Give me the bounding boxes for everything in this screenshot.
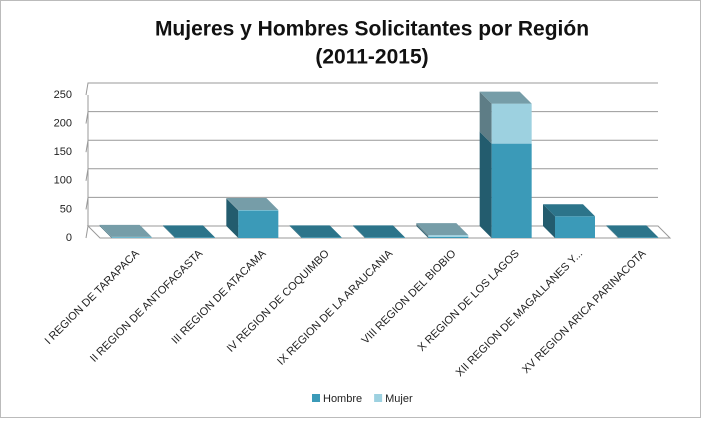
bar-side [226,197,239,211]
bar-side [163,225,175,238]
bar [301,237,342,238]
bar-side [479,91,492,144]
bar-top [479,91,532,104]
bar-top [289,225,342,238]
bar [428,235,469,237]
y-tick-label: 0 [66,232,72,244]
bar [238,209,279,211]
y-tick-label: 200 [54,118,72,130]
y-tick-label: 250 [54,89,72,101]
chart-title: Mujeres y Hombres Solicitantes por Regió… [155,18,589,41]
bar [365,237,405,238]
bar [175,237,215,238]
bar [111,237,152,238]
bar [111,236,152,238]
bar [428,236,469,238]
bar-side [416,224,429,238]
bar-top [163,225,215,238]
grid-line [85,168,658,181]
bar [555,216,595,238]
grid-line [85,196,658,210]
legend-swatch [312,394,320,402]
bar-side [99,225,112,238]
y-tick-label: 150 [54,146,72,158]
bar-top [226,197,279,210]
grid-line [85,111,658,124]
y-tick-label: 50 [60,203,72,215]
bar-side [289,225,302,238]
bar-side [416,223,429,237]
grid-line [85,82,658,96]
bar [491,103,532,144]
bar-top [543,204,595,217]
bar [491,143,532,238]
bar-side [543,204,555,238]
bar-top [416,223,469,236]
bar-side [226,198,239,238]
y-tick-label: 100 [54,175,72,187]
bar-top [99,224,152,237]
chart-subtitle: (2011-2015) [315,46,428,69]
grid-line [85,225,658,239]
legend-swatch [374,394,383,402]
bar-top [606,225,659,238]
bar-side [99,224,112,238]
legend-label: Hombre [323,393,362,405]
grid-line [85,139,658,153]
bar [618,237,659,238]
legend-label: Mujer [385,393,413,405]
bar [238,210,279,238]
bar-top [353,225,405,238]
bar-side [606,225,619,238]
bar-side [479,131,492,238]
bar-side [353,225,365,238]
